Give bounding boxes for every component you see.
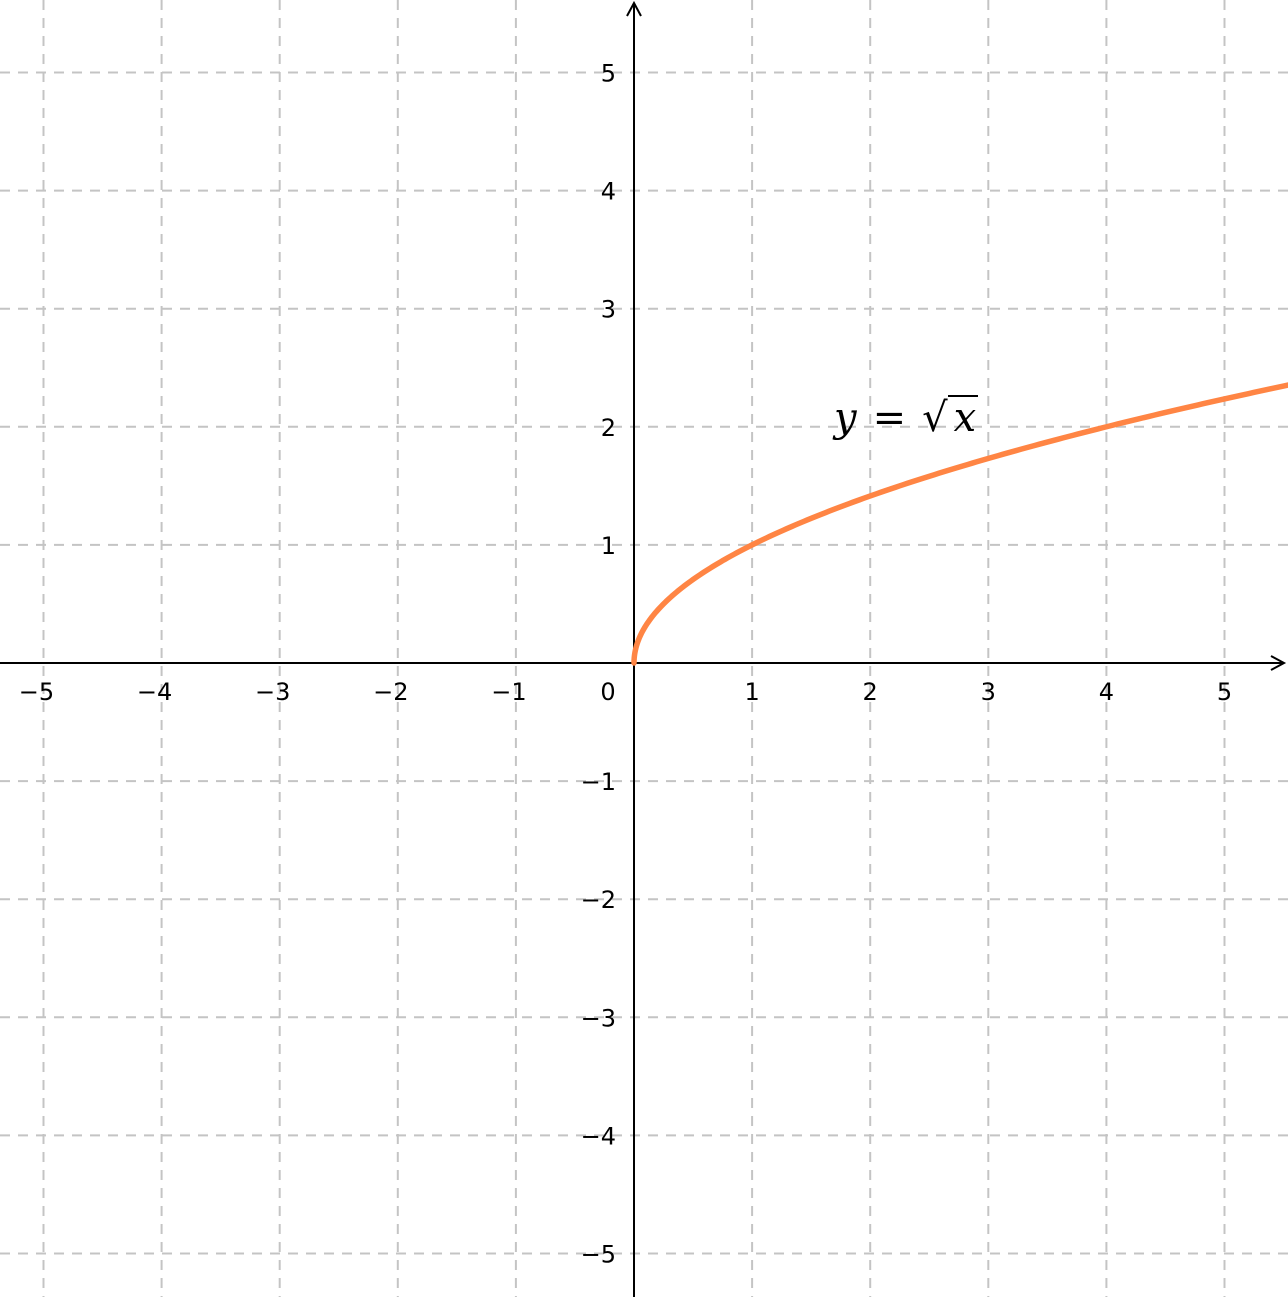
- y-tick-label: −4: [581, 1122, 616, 1150]
- y-tick-label: −3: [581, 1004, 616, 1032]
- equation-lhs: y: [832, 395, 858, 441]
- y-tick-label: 5: [601, 60, 616, 88]
- y-tick-label: −2: [581, 886, 616, 914]
- x-tick-label: 1: [744, 678, 759, 706]
- x-tick-labels: −5 −4 −3 −2 −1 1 2 3 4 5: [19, 678, 1232, 706]
- equation-label: y = √ x: [832, 395, 976, 441]
- y-axis-arrow-icon: [626, 0, 642, 17]
- equation-rhs: x: [954, 395, 977, 441]
- x-tick-label: 2: [863, 678, 878, 706]
- series-line: [631, 382, 1288, 666]
- x-tick-label: −1: [491, 678, 526, 706]
- equation-sqrt-icon: √: [922, 395, 948, 441]
- x-tick-label: −2: [373, 678, 408, 706]
- x-axis-arrow-icon: [1270, 655, 1287, 671]
- x-tick-label: −4: [137, 678, 172, 706]
- x-tick-label: 5: [1217, 678, 1232, 706]
- origin-label: 0: [600, 678, 615, 706]
- x-tick-label: −3: [255, 678, 290, 706]
- y-tick-label: 4: [601, 178, 616, 206]
- x-tick-label: −5: [19, 678, 54, 706]
- x-tick-label: 4: [1099, 678, 1114, 706]
- series-group: [631, 382, 1288, 666]
- y-tick-label: 2: [601, 414, 616, 442]
- y-tick-label: 3: [601, 296, 616, 324]
- y-tick-labels: 5 4 3 2 1 −1 −2 −3 −4 −5: [581, 60, 616, 1269]
- y-tick-label: −5: [581, 1241, 616, 1269]
- equation-equals: =: [873, 395, 907, 441]
- y-tick-label: 1: [601, 532, 616, 560]
- x-tick-label: 3: [981, 678, 996, 706]
- y-tick-label: −1: [581, 768, 616, 796]
